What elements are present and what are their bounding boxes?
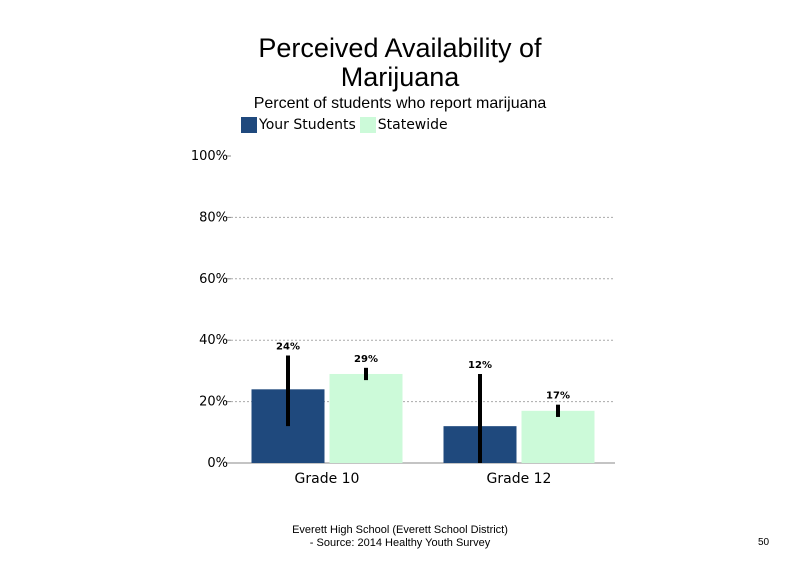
x-tick-label-grade-12: Grade 12	[487, 471, 552, 487]
legend-item-statewide: Statewide	[359, 117, 448, 133]
y-tick-label-100: 100%	[191, 149, 228, 164]
data-label-statewide-grade-10: 29%	[354, 354, 378, 365]
chart-title: Perceived Availability of Marijuana	[200, 34, 600, 92]
y-tick-label-20: 20%	[199, 395, 228, 410]
x-tick-label-grade-10: Grade 10	[295, 471, 360, 487]
y-tick-label-80: 80%	[199, 210, 228, 225]
legend-label-your-students: Your Students	[259, 117, 356, 133]
legend-label-statewide: Statewide	[377, 117, 448, 133]
y-tick-label-40: 40%	[199, 333, 228, 348]
legend-item-your-students: Your Students	[241, 117, 356, 133]
y-tick-label-60: 60%	[199, 272, 228, 287]
bar-statewide-grade-10	[329, 373, 403, 463]
chart-title-line1: Perceived Availability of	[258, 33, 542, 63]
bar-statewide-grade-12	[521, 410, 595, 463]
legend: Your Students Statewide	[241, 117, 452, 133]
page-number: 50	[758, 537, 770, 548]
legend-swatch-your-students	[241, 117, 257, 133]
footer: Everett High School (Everett School Dist…	[200, 524, 600, 550]
data-label-your-students-grade-10: 24%	[276, 342, 300, 353]
data-label-your-students-grade-12: 12%	[468, 360, 492, 371]
y-tick-label-0: 0%	[207, 456, 228, 471]
chart-title-line2: Marijuana	[340, 62, 460, 92]
footer-school: Everett High School (Everett School Dist…	[292, 524, 508, 536]
data-label-statewide-grade-12: 17%	[546, 391, 570, 402]
chart-subtitle: Percent of students who report marijuana	[253, 95, 547, 112]
footer-source: - Source: 2014 Healthy Youth Survey	[309, 537, 491, 549]
legend-swatch-statewide	[359, 117, 376, 133]
